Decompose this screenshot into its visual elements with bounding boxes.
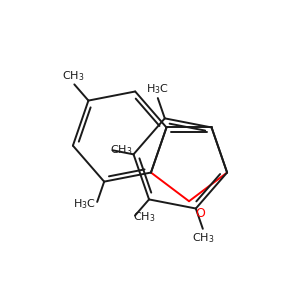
Text: H$_3$C: H$_3$C (74, 197, 96, 211)
Text: CH$_3$: CH$_3$ (134, 211, 156, 224)
Text: O: O (195, 207, 205, 220)
Text: CH$_3$: CH$_3$ (61, 69, 84, 82)
Text: CH$_3$: CH$_3$ (192, 231, 215, 245)
Text: H$_3$C: H$_3$C (146, 82, 169, 96)
Text: CH$_3$: CH$_3$ (110, 143, 133, 157)
